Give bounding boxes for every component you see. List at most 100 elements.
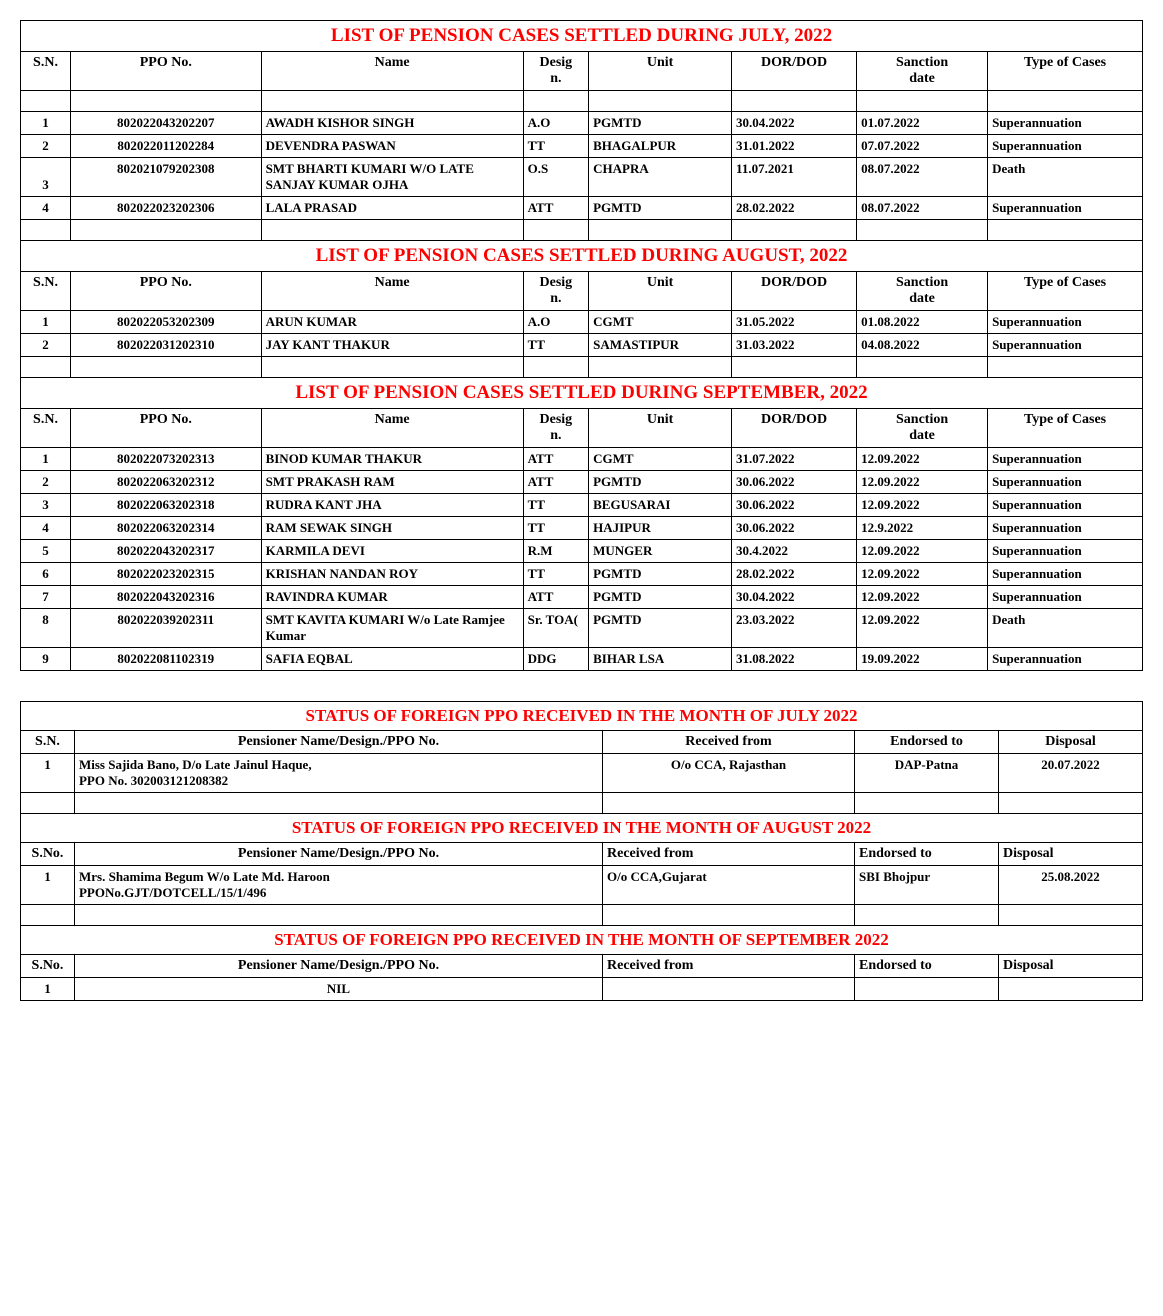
dor-cell: 28.02.2022 — [732, 563, 857, 586]
column-header: S.N. — [21, 409, 71, 448]
table-row: 4802022063202314RAM SEWAK SINGHTTHAJIPUR… — [21, 517, 1143, 540]
type-cell: Superannuation — [988, 471, 1143, 494]
spacer-cell — [589, 357, 732, 378]
spacer-cell — [589, 220, 732, 241]
foreign-column-header: Disposal — [998, 843, 1142, 866]
foreign-recv-cell — [603, 978, 855, 1001]
ppo-cell: 802021079202308 — [71, 158, 262, 197]
designation-cell: R.M — [523, 540, 589, 563]
spacer-cell — [855, 905, 999, 926]
table-row: 1802022043202207AWADH KISHOR SINGHA.OPGM… — [21, 112, 1143, 135]
designation-cell: TT — [523, 563, 589, 586]
section-title: LIST OF PENSION CASES SETTLED DURING AUG… — [21, 241, 1143, 272]
table-row: 1802022053202309ARUN KUMARA.OCGMT31.05.2… — [21, 311, 1143, 334]
spacer-cell — [603, 793, 855, 814]
ppo-cell: 802022023202315 — [71, 563, 262, 586]
unit-cell: CGMT — [589, 448, 732, 471]
table-row: 6802022023202315KRISHAN NANDAN ROYTTPGMT… — [21, 563, 1143, 586]
type-cell: Superannuation — [988, 494, 1143, 517]
foreign-header-row: S.No.Pensioner Name/Design./PPO No.Recei… — [21, 843, 1143, 866]
name-cell: RAVINDRA KUMAR — [261, 586, 523, 609]
section-title: LIST OF PENSION CASES SETTLED DURING SEP… — [21, 378, 1143, 409]
spacer-cell — [523, 220, 589, 241]
spacer-cell — [261, 357, 523, 378]
column-header: Sanction date — [857, 409, 988, 448]
type-cell: Superannuation — [988, 448, 1143, 471]
sn-cell: 3 — [21, 494, 71, 517]
sn-cell: 4 — [21, 517, 71, 540]
sanction-cell: 12.09.2022 — [857, 471, 988, 494]
foreign-column-header: Received from — [603, 843, 855, 866]
sanction-cell: 07.07.2022 — [857, 135, 988, 158]
dor-cell: 30.04.2022 — [732, 112, 857, 135]
foreign-name-cell: Mrs. Shamima Begum W/o Late Md. Haroon P… — [74, 866, 602, 905]
foreign-section-title-row: STATUS OF FOREIGN PPO RECEIVED IN THE MO… — [21, 926, 1143, 955]
dor-cell: 31.03.2022 — [732, 334, 857, 357]
spacer-cell — [732, 220, 857, 241]
sn-cell: 1 — [21, 311, 71, 334]
column-header: Unit — [589, 409, 732, 448]
sanction-cell: 19.09.2022 — [857, 648, 988, 671]
foreign-ppo-table: STATUS OF FOREIGN PPO RECEIVED IN THE MO… — [20, 701, 1143, 1001]
type-cell: Superannuation — [988, 517, 1143, 540]
name-cell: KRISHAN NANDAN ROY — [261, 563, 523, 586]
sn-cell: 8 — [21, 609, 71, 648]
foreign-column-header: S.N. — [21, 731, 75, 754]
name-cell: SMT PRAKASH RAM — [261, 471, 523, 494]
foreign-recv-cell: O/o CCA,Gujarat — [603, 866, 855, 905]
column-header-row: S.N.PPO No.NameDesig n.UnitDOR/DODSancti… — [21, 52, 1143, 91]
ppo-cell: 802022063202314 — [71, 517, 262, 540]
spacer-cell — [71, 220, 262, 241]
column-header: PPO No. — [71, 409, 262, 448]
foreign-section-title-row: STATUS OF FOREIGN PPO RECEIVED IN THE MO… — [21, 814, 1143, 843]
sanction-cell: 12.9.2022 — [857, 517, 988, 540]
foreign-endorsed-cell — [855, 978, 999, 1001]
dor-cell: 31.05.2022 — [732, 311, 857, 334]
foreign-column-header: Pensioner Name/Design./PPO No. — [74, 955, 602, 978]
unit-cell: BIHAR LSA — [589, 648, 732, 671]
foreign-section-title: STATUS OF FOREIGN PPO RECEIVED IN THE MO… — [21, 814, 1143, 843]
ppo-cell: 802022011202284 — [71, 135, 262, 158]
name-cell: SMT BHARTI KUMARI W/O LATE SANJAY KUMAR … — [261, 158, 523, 197]
name-cell: JAY KANT THAKUR — [261, 334, 523, 357]
unit-cell: CGMT — [589, 311, 732, 334]
name-cell: DEVENDRA PASWAN — [261, 135, 523, 158]
foreign-header-row: S.No.Pensioner Name/Design./PPO No.Recei… — [21, 955, 1143, 978]
unit-cell: MUNGER — [589, 540, 732, 563]
section-title-row: LIST OF PENSION CASES SETTLED DURING AUG… — [21, 241, 1143, 272]
spacer-cell — [21, 905, 75, 926]
sn-cell: 2 — [21, 334, 71, 357]
spacer-cell — [523, 91, 589, 112]
spacer-cell — [732, 91, 857, 112]
column-header: Desig n. — [523, 52, 589, 91]
dor-cell: 31.08.2022 — [732, 648, 857, 671]
dor-cell: 30.04.2022 — [732, 586, 857, 609]
column-header: DOR/DOD — [732, 409, 857, 448]
spacer-row — [21, 357, 1143, 378]
designation-cell: TT — [523, 517, 589, 540]
spacer-cell — [74, 905, 602, 926]
foreign-disposal-cell: 25.08.2022 — [998, 866, 1142, 905]
sanction-cell: 01.07.2022 — [857, 112, 988, 135]
ppo-cell: 802022023202306 — [71, 197, 262, 220]
spacer-cell — [523, 357, 589, 378]
foreign-column-header: Pensioner Name/Design./PPO No. — [74, 843, 602, 866]
section-title-row: LIST OF PENSION CASES SETTLED DURING SEP… — [21, 378, 1143, 409]
spacer-cell — [21, 357, 71, 378]
designation-cell: TT — [523, 494, 589, 517]
column-header: Type of Cases — [988, 272, 1143, 311]
foreign-section-title-row: STATUS OF FOREIGN PPO RECEIVED IN THE MO… — [21, 702, 1143, 731]
foreign-header-row: S.N.Pensioner Name/Design./PPO No.Receiv… — [21, 731, 1143, 754]
spacer-cell — [732, 357, 857, 378]
unit-cell: SAMASTIPUR — [589, 334, 732, 357]
spacer-cell — [998, 905, 1142, 926]
foreign-column-header: Endorsed to — [855, 955, 999, 978]
foreign-column-header: Received from — [603, 955, 855, 978]
spacer-row — [21, 220, 1143, 241]
foreign-table-row: 1Miss Sajida Bano, D/o Late Jainul Haque… — [21, 754, 1143, 793]
foreign-sn-cell: 1 — [21, 866, 75, 905]
foreign-sn-cell: 1 — [21, 978, 75, 1001]
ppo-cell: 802022043202316 — [71, 586, 262, 609]
sanction-cell: 12.09.2022 — [857, 448, 988, 471]
sanction-cell: 12.09.2022 — [857, 494, 988, 517]
